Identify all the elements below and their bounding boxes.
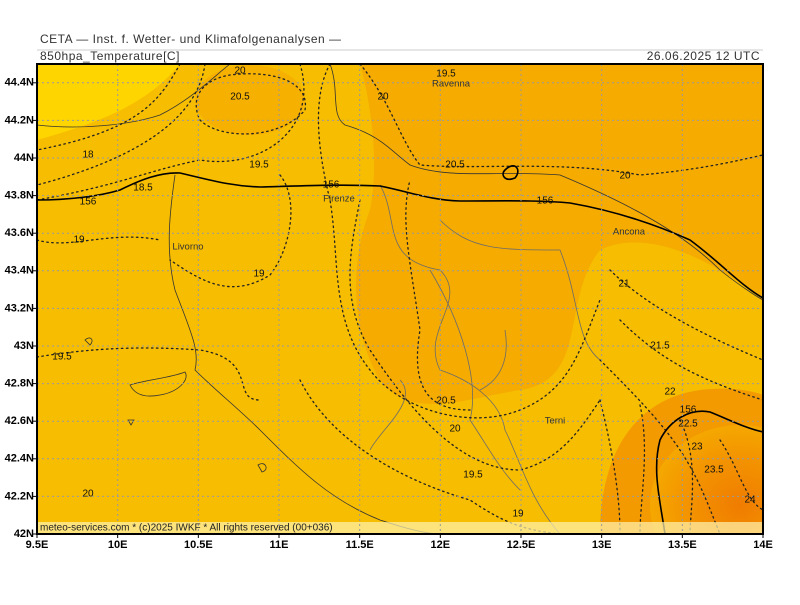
temp-warm (356, 64, 763, 404)
contour-label: 20 (619, 171, 631, 182)
contour-label: 156 (323, 180, 340, 191)
labels: 9.5E 10E 10.5E 11E 11.5E 12E 12.5E 13E 13.5E 14E 4… (5, 66, 773, 551)
map-field (37, 64, 763, 534)
x-tick-label: 10.5E (184, 539, 213, 551)
y-tick-label: 42.8N (5, 378, 34, 390)
footer-band (37, 522, 763, 534)
contour-label: 156 (537, 196, 554, 207)
header-time: 26.06.2025 12 UTC (647, 49, 760, 63)
x-tick-label: 11.5E (346, 539, 374, 551)
contour-label: 20.5 (445, 160, 465, 171)
contour-label: 19 (512, 509, 524, 520)
x-tick-label: 9.5E (26, 539, 49, 551)
x-tick-label: 11E (270, 539, 289, 551)
contour-label: 18 (82, 150, 94, 161)
y-tick-label: 44.2N (5, 114, 34, 126)
x-tick-label: 12.5E (507, 539, 536, 551)
y-tick-label: 42.4N (5, 453, 34, 465)
contour-label: 156 (680, 405, 697, 416)
y-tick-label: 43.4N (5, 265, 34, 277)
city-label: Livorno (172, 242, 203, 253)
x-tick-label: 12E (431, 539, 451, 551)
contour-label: 19 (253, 269, 265, 280)
contour-label: 23.5 (704, 465, 724, 476)
contour-label: 20 (234, 66, 246, 77)
contour-label: 20.5 (436, 396, 456, 407)
temp-warm-spot (195, 65, 305, 135)
contour-label: 19.5 (463, 470, 483, 481)
header-field: 850hpa_Temperature[C] (40, 49, 180, 63)
x-tick-label: 14E (753, 539, 773, 551)
contour-label: 156 (80, 197, 97, 208)
contour-label: 20 (377, 92, 389, 103)
y-tick-label: 42.2N (5, 490, 34, 502)
contour-label: 19.5 (436, 69, 456, 80)
contour-label: 20.5 (230, 92, 250, 103)
footer: meteo-services.com * (c)2025 IWKF * All … (40, 523, 333, 534)
contour-label: 21.5 (650, 341, 670, 352)
height-contour (37, 172, 763, 299)
grid (33, 64, 764, 538)
islands (84, 337, 267, 473)
map-frame (36, 63, 764, 535)
x-tick-label: 13E (592, 539, 612, 551)
city-label: Ancona (613, 227, 646, 238)
contour-label: 20 (82, 489, 94, 500)
height-contour (655, 410, 763, 534)
contour-label: 19.5 (52, 352, 72, 363)
contour (299, 269, 763, 534)
contour-label: 24 (744, 495, 756, 506)
regional-borders (369, 184, 601, 534)
city-label: Ravenna (432, 79, 471, 90)
x-tick-label: 10E (108, 539, 128, 551)
header-institute: CETA — Inst. f. Wetter- und Klimafolgena… (40, 32, 342, 46)
x-tick-label: 13.5E (668, 539, 697, 551)
y-tick-label: 43.2N (5, 302, 34, 314)
contour (317, 64, 763, 419)
y-tick-label: 43.8N (5, 190, 34, 202)
height-contour (502, 165, 519, 180)
y-tick-label: 42N (14, 528, 34, 540)
contour-label: 20 (449, 424, 461, 435)
contour (37, 174, 292, 401)
contour-label: 19.5 (249, 160, 269, 171)
temp-hot (650, 425, 763, 534)
y-tick-label: 42.6N (5, 415, 34, 427)
y-tick-label: 43N (14, 340, 34, 352)
contour (349, 179, 601, 471)
city-label: Firenze (323, 194, 355, 205)
contour-label: 22 (664, 387, 676, 398)
y-tick-label: 43.6N (5, 227, 34, 239)
coastline (37, 64, 763, 534)
contour-label: 19 (73, 235, 85, 246)
y-tick-label: 44.4N (5, 77, 34, 89)
contour-label: 23 (691, 442, 703, 453)
y-tick-label: 44N (14, 152, 34, 164)
city-label: Terni (545, 416, 566, 427)
contour-label: 22.5 (678, 419, 698, 430)
contour-label: 18.5 (133, 183, 153, 194)
contour-label: 21 (618, 279, 630, 290)
